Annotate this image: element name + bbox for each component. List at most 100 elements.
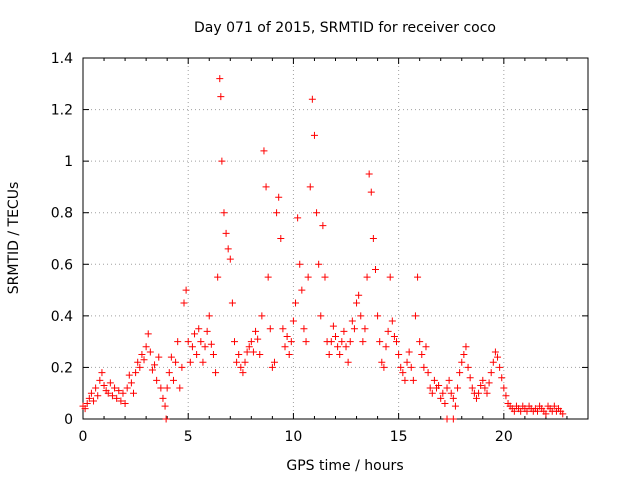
x-tick-label: 0	[79, 429, 88, 445]
data-point	[87, 389, 95, 397]
y-tick-label: 0	[64, 412, 73, 428]
x-tick-label: 20	[495, 429, 513, 445]
data-point	[266, 325, 274, 333]
data-point	[224, 245, 232, 253]
data-point	[371, 265, 379, 273]
data-point	[466, 374, 474, 382]
data-point	[317, 312, 325, 320]
data-point	[212, 369, 220, 377]
data-point	[500, 384, 508, 392]
data-point	[283, 332, 291, 340]
data-point	[292, 299, 300, 307]
data-point	[111, 384, 119, 392]
data-point	[148, 366, 156, 374]
y-tick-label: 1.4	[51, 51, 73, 67]
data-point	[163, 384, 171, 392]
data-point	[273, 209, 281, 217]
data-point	[157, 384, 165, 392]
data-point	[420, 363, 428, 371]
data-point	[338, 338, 346, 346]
data-point	[176, 384, 184, 392]
data-point	[439, 389, 447, 397]
data-point	[390, 332, 398, 340]
data-point	[119, 389, 127, 397]
data-point	[414, 273, 422, 281]
data-point	[85, 394, 93, 402]
x-axis-label: GPS time / hours	[286, 458, 403, 474]
data-point	[329, 322, 337, 330]
data-point	[401, 376, 409, 384]
x-tick-label: 10	[285, 429, 303, 445]
data-point	[285, 351, 293, 359]
data-point	[416, 338, 424, 346]
data-point	[169, 376, 177, 384]
data-point	[443, 384, 451, 392]
data-point	[449, 415, 457, 423]
data-point	[359, 338, 367, 346]
data-point	[479, 376, 487, 384]
data-point	[220, 209, 228, 217]
data-point	[485, 379, 493, 387]
data-point	[496, 363, 504, 371]
y-axis-label: SRMTID / TECUs	[6, 182, 22, 295]
data-point	[294, 214, 302, 222]
data-point	[153, 376, 161, 384]
data-point	[113, 394, 121, 402]
y-tick-label: 0.6	[51, 257, 73, 273]
data-point	[367, 188, 375, 196]
data-point	[127, 379, 135, 387]
data-point	[378, 358, 386, 366]
data-point	[384, 327, 392, 335]
data-point	[260, 147, 268, 155]
y-tick-label: 1	[64, 154, 73, 170]
y-tick-label: 0.4	[51, 309, 73, 325]
y-tick-label: 1.2	[51, 103, 73, 119]
data-point	[428, 389, 436, 397]
data-point	[195, 325, 203, 333]
data-point	[193, 351, 201, 359]
data-point	[350, 325, 358, 333]
data-point	[207, 340, 215, 348]
data-point	[365, 170, 373, 178]
data-point	[121, 400, 129, 408]
data-point	[243, 348, 251, 356]
data-point	[327, 338, 335, 346]
data-point	[348, 317, 356, 325]
data-point	[140, 356, 148, 364]
data-point	[510, 407, 518, 415]
data-point	[144, 330, 152, 338]
data-point	[217, 93, 225, 101]
data-point	[123, 384, 131, 392]
data-point	[296, 260, 304, 268]
data-point	[188, 343, 196, 351]
data-point	[178, 363, 186, 371]
y-tick-label: 0.8	[51, 206, 73, 222]
data-point	[489, 358, 497, 366]
data-point	[90, 397, 98, 405]
data-point	[306, 183, 314, 191]
data-point	[199, 358, 207, 366]
data-point	[279, 325, 287, 333]
data-point	[304, 273, 312, 281]
data-point	[447, 389, 455, 397]
data-point	[393, 338, 401, 346]
data-point	[517, 407, 525, 415]
data-point	[443, 415, 451, 423]
chart-title: Day 071 of 2015, SRMTID for receiver coc…	[194, 20, 496, 36]
data-point	[182, 286, 190, 294]
data-point	[477, 381, 485, 389]
data-point	[468, 384, 476, 392]
data-point	[481, 384, 489, 392]
data-point	[241, 358, 249, 366]
data-point	[233, 358, 241, 366]
data-point	[287, 338, 295, 346]
data-point	[83, 400, 91, 408]
data-point	[94, 392, 102, 400]
data-point	[247, 338, 255, 346]
data-point	[430, 376, 438, 384]
data-point	[136, 363, 144, 371]
data-point	[235, 351, 243, 359]
data-point	[228, 299, 236, 307]
data-point	[132, 369, 140, 377]
